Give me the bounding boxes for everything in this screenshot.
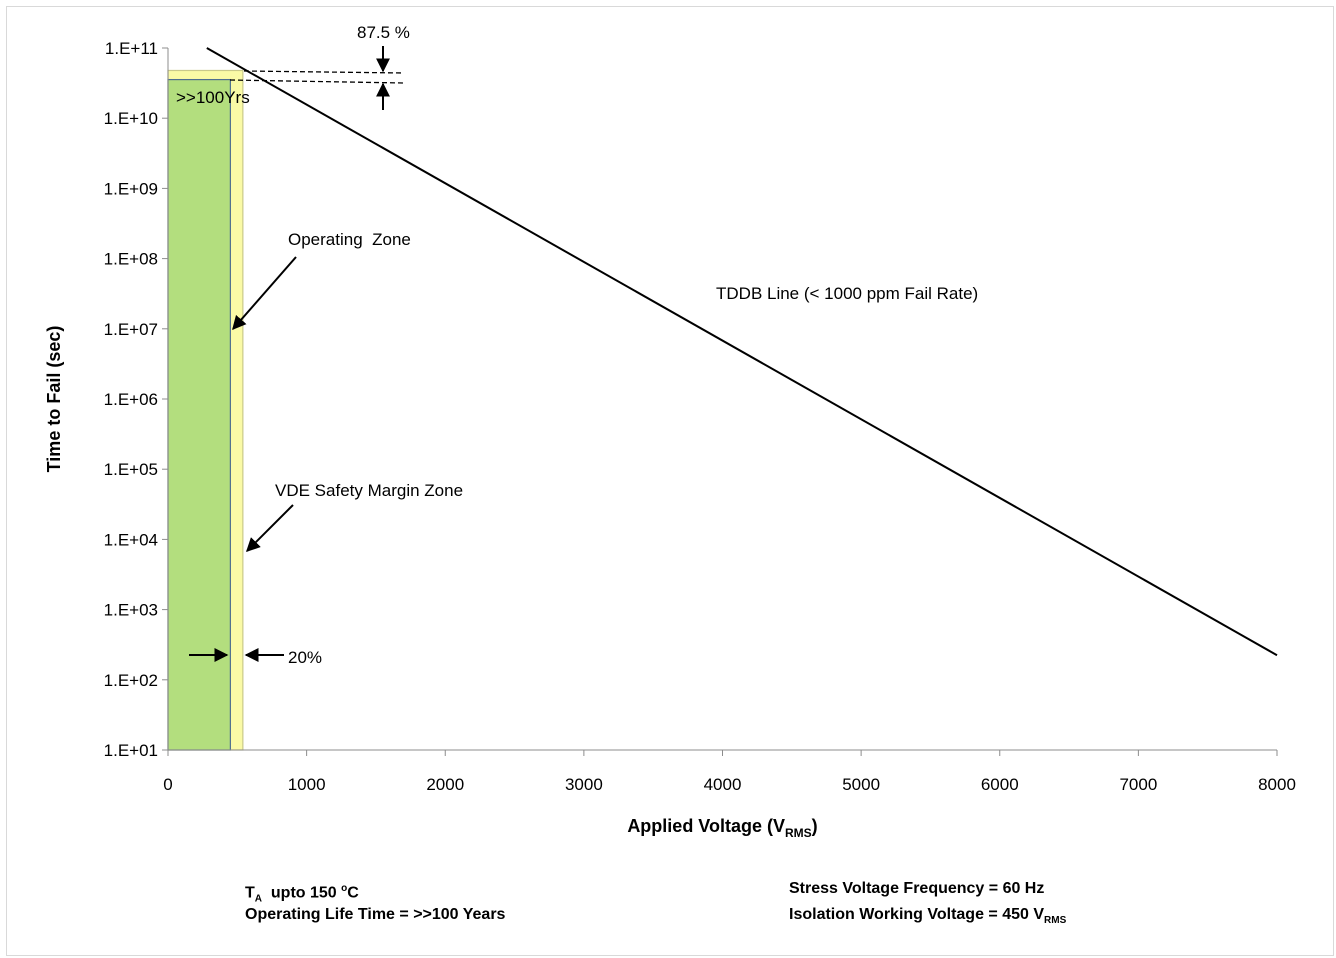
life-label: >>100Yrs bbox=[176, 88, 250, 107]
y-tick-label: 1.E+04 bbox=[104, 530, 158, 549]
y-tick-label: 1.E+03 bbox=[104, 601, 158, 620]
x-axis-title: Applied Voltage (VRMS) bbox=[627, 816, 817, 840]
vde-zone-label: VDE Safety Margin Zone bbox=[275, 481, 463, 500]
x-tick-label: 8000 bbox=[1258, 775, 1296, 794]
zones-layer bbox=[167, 69, 244, 751]
life-dash-upper bbox=[243, 70, 405, 74]
y-axis-title: Time to Fail (sec) bbox=[44, 326, 64, 473]
y-tick-label: 1.E+02 bbox=[104, 671, 158, 690]
x-tick-label: 7000 bbox=[1119, 775, 1157, 794]
x-tick-label: 5000 bbox=[842, 775, 880, 794]
y-tick-label: 1.E+11 bbox=[105, 39, 158, 58]
tddb-line-label: TDDB Line (< 1000 ppm Fail Rate) bbox=[716, 284, 978, 303]
x-tick-label: 0 bbox=[163, 775, 172, 794]
x-tick-label: 1000 bbox=[288, 775, 326, 794]
tddb-series-line bbox=[206, 47, 1278, 657]
life-dash-lower bbox=[229, 79, 405, 84]
operating-zone-label: Operating Zone bbox=[288, 230, 411, 249]
y-tick-label: 1.E+05 bbox=[104, 460, 158, 479]
x-tick-label: 4000 bbox=[704, 775, 742, 794]
chart-frame bbox=[6, 6, 1334, 956]
vde-zone-arrow bbox=[246, 504, 294, 552]
axes-layer: 1.E+01 1.E+02 1.E+03 1.E+04 1.E+05 1.E+06 1.E+… bbox=[44, 39, 1296, 840]
margin-pct-label: 20% bbox=[288, 648, 322, 667]
footer-operating-life: Operating Life Time = >>100 Years bbox=[245, 906, 506, 923]
x-tick-label: 3000 bbox=[565, 775, 603, 794]
y-tick-label: 1.E+07 bbox=[104, 320, 158, 339]
series-layer bbox=[206, 47, 1278, 657]
y-tick-label: 1.E+09 bbox=[104, 179, 158, 198]
y-tick-label: 1.E+08 bbox=[104, 250, 158, 269]
y-tick-label: 1.E+01 bbox=[104, 741, 158, 760]
operating-zone-arrow bbox=[232, 256, 297, 331]
footer-stress-frequency: Stress Voltage Frequency = 60 Hz bbox=[789, 880, 1045, 897]
life-pct-label: 87.5 % bbox=[357, 23, 410, 42]
y-tick-label: 1.E+10 bbox=[104, 109, 158, 128]
y-tick-label: 1.E+06 bbox=[104, 390, 158, 409]
annotations-layer: TDDB Line (< 1000 ppm Fail Rate) Operati… bbox=[176, 23, 978, 667]
x-tick-label: 6000 bbox=[981, 775, 1019, 794]
x-tick-label: 2000 bbox=[426, 775, 464, 794]
operating-zone bbox=[167, 78, 231, 751]
footer-ambient-temp: TA upto 150 oC bbox=[245, 883, 359, 905]
footer-isolation-voltage: Isolation Working Voltage = 450 VRMS bbox=[789, 906, 1067, 927]
